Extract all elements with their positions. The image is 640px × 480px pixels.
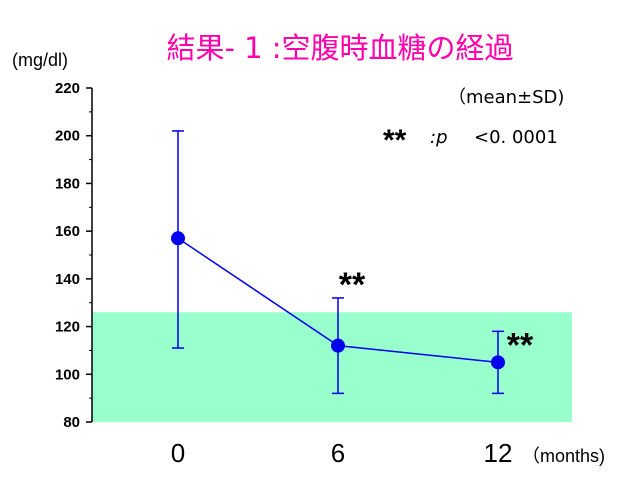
significance-note-value: <0. 0001 — [474, 127, 558, 148]
significance-note-p: :p — [430, 127, 448, 148]
data-point — [491, 355, 505, 370]
y-tick-label: 200 — [55, 128, 80, 145]
y-tick-label: 100 — [55, 366, 80, 383]
plot-area: 80 100 120 140 160 180 200 220 0 6 12 ** ** — [55, 80, 572, 468]
stat-note: （mean±SD) — [448, 87, 564, 108]
reference-band — [92, 312, 572, 422]
y-axis-label: (mg/dl) — [12, 50, 68, 70]
x-tick-label: 12 — [484, 438, 513, 468]
y-tick-label: 120 — [55, 319, 80, 336]
y-tick-label: 160 — [55, 223, 80, 240]
y-tick-label: 140 — [55, 271, 80, 288]
significance-marker: ** — [507, 326, 534, 364]
x-tick-label: 6 — [331, 438, 345, 468]
y-tick-label: 220 — [55, 80, 80, 97]
chart-title: 結果- 1 :空腹時血糖の経過 — [166, 31, 513, 65]
significance-note-stars: ** — [383, 124, 407, 157]
y-tick-label: 180 — [55, 175, 80, 192]
x-tick-label: 0 — [171, 438, 185, 468]
data-point — [171, 231, 185, 246]
significance-marker: ** — [339, 266, 366, 304]
y-tick-label: 80 — [63, 414, 80, 431]
significance-note: ** :p <0. 0001 — [383, 124, 558, 157]
x-axis-label: （months) — [522, 446, 605, 466]
data-point — [331, 338, 345, 353]
